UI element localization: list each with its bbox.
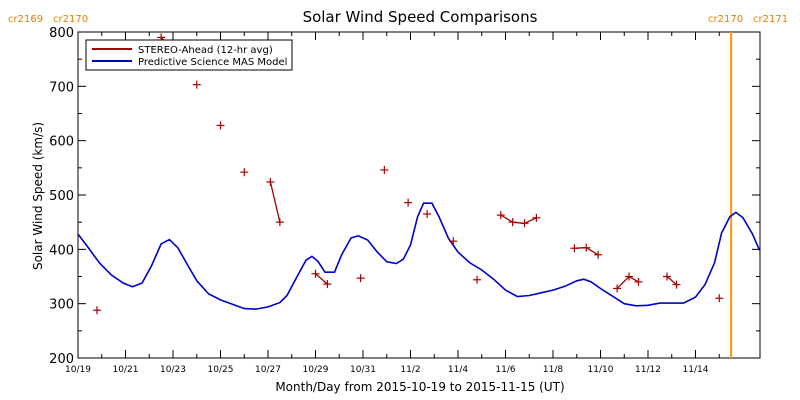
carrington-right-label-2: cr2171: [753, 14, 788, 25]
y-tick-label: 200: [49, 352, 74, 367]
y-tick-label: 400: [49, 243, 74, 258]
stereo-data-point: [192, 80, 201, 89]
stereo-data-point: [613, 284, 622, 293]
stereo-data-point: [323, 280, 332, 289]
x-tick-label: 10/25: [208, 365, 234, 375]
stereo-data-point: [266, 177, 275, 186]
y-tick-label: 300: [49, 298, 74, 313]
carrington-left-label-1: cr2169: [8, 14, 43, 25]
legend-label: Predictive Science MAS Model: [138, 57, 287, 68]
stereo-data-point: [570, 244, 579, 253]
x-tick-label: 10/19: [65, 365, 91, 375]
x-tick-label: 11/10: [588, 365, 614, 375]
carrington-left-label-2: cr2170: [53, 14, 88, 25]
y-axis-label: Solar Wind Speed (km/s): [31, 122, 45, 270]
stereo-data-point: [508, 218, 517, 227]
y-tick-label: 500: [49, 189, 74, 204]
stereo-data-point: [582, 243, 591, 252]
stereo-data-point: [240, 168, 249, 177]
stereo-data-point: [496, 211, 505, 220]
stereo-data-point: [404, 198, 413, 207]
x-tick-label: 10/31: [350, 365, 376, 375]
legend: STEREO-Ahead (12-hr avg)Predictive Scien…: [85, 39, 293, 71]
stereo-series-segment: [269, 181, 281, 223]
x-tick-label: 11/14: [683, 365, 709, 375]
stereo-data-point: [380, 166, 389, 175]
x-tick-label: 10/21: [113, 365, 139, 375]
x-tick-label: 11/12: [635, 365, 661, 375]
ticks: 200 300 400 500 600 700 800 10/19 10/21 10/23 10/2…: [49, 26, 760, 375]
stereo-series-segment: [666, 276, 677, 286]
legend-box: [85, 39, 293, 71]
stereo-series-segment: [500, 214, 537, 224]
stereo-data-point: [423, 210, 432, 219]
stereo-data-point: [594, 250, 603, 259]
stereo-data-point: [311, 269, 320, 278]
carrington-right-label-1: cr2170: [708, 14, 743, 25]
plot-frame: [77, 31, 761, 359]
y-tick-label: 700: [49, 80, 74, 95]
x-axis-label: Month/Day from 2015-10-19 to 2015-11-15 …: [275, 380, 564, 394]
stereo-data-point: [625, 272, 633, 281]
x-tick-label: 11/4: [448, 365, 468, 375]
axes: [77, 31, 761, 359]
x-tick-label: 10/27: [255, 365, 281, 375]
stereo-data-point: [356, 274, 365, 283]
x-tick-label: 11/2: [400, 365, 420, 375]
series-layer: [78, 32, 760, 358]
y-tick-label: 800: [49, 26, 74, 41]
stereo-data-point: [715, 294, 724, 303]
legend-label: STEREO-Ahead (12-hr avg): [138, 45, 273, 56]
x-tick-label: 10/29: [303, 365, 329, 375]
chart-title: Solar Wind Speed Comparisons: [303, 8, 538, 26]
stereo-series-segment: [315, 273, 328, 285]
stereo-data-point: [672, 280, 681, 289]
stereo-data-point: [216, 121, 225, 130]
stereo-data-point: [520, 219, 529, 228]
y-tick-label: 600: [49, 135, 74, 150]
x-tick-label: 11/6: [495, 365, 515, 375]
stereo-data-point: [663, 272, 671, 281]
stereo-data-point: [93, 306, 101, 315]
stereo-data-point: [634, 277, 643, 286]
stereo-data-point: [532, 213, 541, 222]
model-series-line: [78, 202, 760, 310]
stereo-data-point: [449, 237, 458, 246]
stereo-data-point: [473, 275, 481, 284]
x-tick-label: 10/23: [160, 365, 186, 375]
x-tick-label: 11/8: [543, 365, 563, 375]
stereo-data-point: [275, 218, 284, 227]
